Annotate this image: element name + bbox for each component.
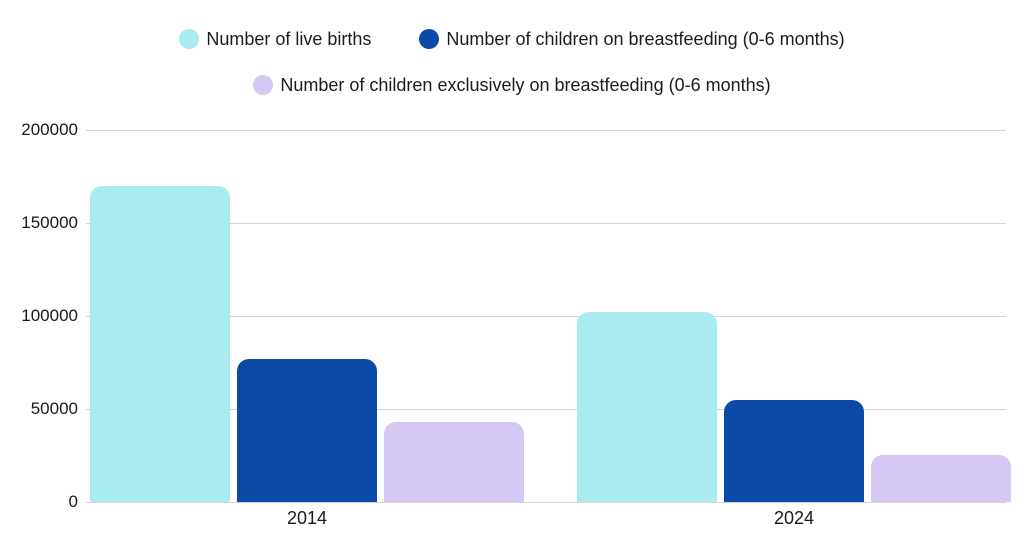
y-axis-tick-label: 50000 (30, 399, 78, 418)
gridline-0 (86, 502, 1006, 503)
x-axis-label-2014: 2014 (286, 508, 328, 528)
y-axis-tick-label: 150000 (21, 213, 78, 232)
y-axis-tick-label: 200000 (21, 120, 78, 139)
legend-item-series3: Number of children exclusively on breast… (253, 74, 771, 96)
legend-swatch-icon (253, 75, 274, 95)
gridline-200000 (86, 130, 1006, 131)
bar-2014-series3 (384, 422, 524, 502)
legend-item-series1: Number of live births (179, 29, 371, 50)
legend-row-1: Number of live births Number of children … (0, 26, 1024, 52)
legend-label: Number of live births (206, 28, 372, 49)
legend-label: Number of children on breastfeeding (0-6… (446, 28, 845, 49)
gridline-100000 (86, 316, 1006, 317)
y-axis-tick-label: 0 (68, 492, 78, 511)
bar-2014-series2 (237, 359, 377, 502)
legend-row-2: Number of children exclusively on breast… (0, 72, 1024, 98)
legend-item-series2: Number of children on breastfeeding (0-6… (419, 28, 845, 50)
y-axis-tick-label: 100000 (21, 306, 78, 325)
bar-2024-series3 (871, 455, 1011, 502)
bar-2024-series1 (577, 312, 717, 502)
legend-swatch-icon (179, 29, 200, 49)
bar-2024-series2 (724, 400, 864, 502)
x-axis-label-2024: 2024 (773, 508, 815, 528)
plot-area (86, 130, 1011, 503)
bar-2014-series1 (90, 186, 230, 502)
legend-swatch-icon (419, 29, 440, 49)
chart-legend: Number of live births Number of children … (0, 26, 1024, 98)
gridline-150000 (86, 223, 1006, 224)
legend-label: Number of children exclusively on breast… (280, 74, 771, 95)
gridline-50000 (86, 409, 1006, 410)
